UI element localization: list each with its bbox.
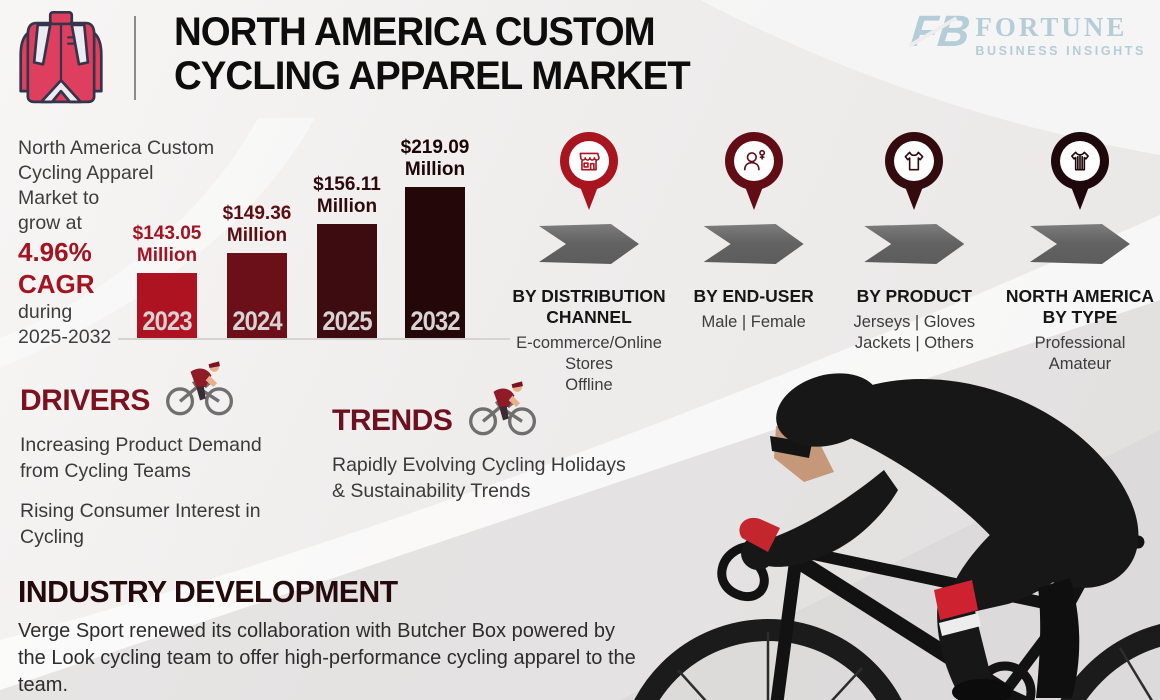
- arrow-right-icon: [703, 224, 804, 264]
- intro-text-line: Cycling Apparel: [18, 162, 154, 184]
- market-size-bar-chart: $143.05 Million 2023 $149.36 Million 2024 $156…: [115, 126, 515, 340]
- segment-items: E-commerce/Online Stores Offline: [500, 333, 678, 396]
- intro-text-line: during: [18, 301, 73, 323]
- bar-unit: Million: [404, 159, 466, 180]
- arrow-right-icon: [1029, 224, 1130, 264]
- segment-item: Amateur: [1048, 355, 1112, 373]
- bar-unit: Million: [316, 196, 378, 217]
- map-pin: [1050, 132, 1109, 214]
- trend-item: Rapidly Evolving Cycling Holidays & Sust…: [332, 454, 626, 502]
- bar-2024: 2024: [227, 253, 287, 338]
- segment-items: Professional Amateur: [1035, 333, 1126, 375]
- chart-baseline: [118, 338, 510, 340]
- intro-text-line: grow at: [18, 212, 82, 234]
- trends-section: TRENDS Rapidly Evolving Cycling Holidays…: [332, 381, 642, 504]
- cagr-highlight: CAGR: [18, 269, 95, 299]
- bar-year-label: 2023: [142, 306, 192, 336]
- bar-column-2023: $143.05 Million 2023: [133, 223, 201, 338]
- cyclist-icon: [166, 361, 234, 416]
- intro-text-line: Market to: [18, 187, 100, 209]
- segment-2: BY END-USER Male | Female: [679, 132, 829, 396]
- map-pin-tail: [579, 184, 599, 210]
- map-pin: [724, 132, 783, 214]
- trends-heading: TRENDS: [332, 404, 453, 437]
- brand-tagline: BUSINESS INSIGHTS: [975, 44, 1146, 58]
- bar-unit: Million: [136, 245, 198, 266]
- cycling-jersey-logo: [19, 10, 103, 104]
- bar-2023: 2023: [137, 273, 197, 338]
- segment-1: BY DISTRIBUTION CHANNEL E-commerce/Online…: [500, 132, 678, 396]
- fortune-business-insights-logo: FB FORTUNE BUSINESS INSIGHTS: [908, 7, 1146, 58]
- bar-value-label: $143.05 Million: [125, 223, 209, 267]
- industry-development-section: INDUSTRY DEVELOPMENT Verge Sport renewed…: [18, 574, 643, 699]
- segment-item: Jackets | Others: [854, 334, 974, 352]
- segmentation-row: BY DISTRIBUTION CHANNEL E-commerce/Online…: [500, 132, 1160, 396]
- intro-text-line: North America Custom: [18, 137, 215, 159]
- segment-item: Jerseys | Gloves: [853, 313, 976, 331]
- page-title-line2: CYCLING APPAREL MARKET: [174, 54, 691, 98]
- bike-wheels: [634, 619, 1160, 700]
- segment-4: NORTH AMERICA BY TYPE Professional Amateur: [1000, 132, 1160, 396]
- bar-column-2025: $156.11 Million 2025: [313, 174, 381, 338]
- bar-column-2032: $219.09 Million 2032: [401, 137, 469, 338]
- segment-item: Offline: [565, 376, 613, 394]
- segment-item: Professional: [1034, 334, 1126, 352]
- bar-2032: 2032: [405, 187, 465, 338]
- cycling-jersey-icon: [1059, 141, 1100, 181]
- bar-value: $156.11: [313, 174, 381, 195]
- map-pin-tail: [904, 184, 925, 210]
- driver-item: Rising Consumer Interest in Cycling: [20, 500, 261, 548]
- segment-title: BY END-USER: [693, 286, 814, 306]
- drivers-section: DRIVERS Increasing Product Demand from C…: [20, 361, 270, 550]
- brand-name: FORTUNE: [975, 12, 1128, 42]
- segment-item: Male | Female: [701, 313, 806, 331]
- bar-2025: 2025: [317, 224, 377, 338]
- intro-text-line: 2025-2032: [18, 326, 112, 348]
- bar-value: $149.36: [222, 203, 292, 224]
- drivers-heading: DRIVERS: [20, 384, 150, 417]
- map-pin-tail: [743, 184, 764, 210]
- cyclist-icon: [468, 381, 536, 436]
- page-title-line1: NORTH AMERICA CUSTOM: [174, 10, 656, 54]
- segment-items: Male | Female: [702, 312, 806, 333]
- map-pin: [560, 132, 618, 214]
- bar-value-label: $149.36 Million: [215, 203, 299, 247]
- fb-monogram-icon: FB: [908, 7, 972, 56]
- segment-3: BY PRODUCT Jerseys | Gloves Jackets | Othe…: [829, 132, 999, 396]
- bar-unit: Million: [226, 225, 288, 246]
- cyclist-photo: [634, 373, 1160, 700]
- map-pin-tail: [1069, 184, 1090, 210]
- header-divider: [134, 16, 136, 100]
- driver-item: Increasing Product Demand from Cycling T…: [20, 434, 262, 482]
- female-user-icon: [733, 141, 774, 181]
- bar-value: $143.05: [132, 223, 202, 244]
- segment-item: E-commerce/Online Stores: [516, 334, 662, 373]
- bar-year-label: 2025: [322, 306, 372, 336]
- industry-development-heading: INDUSTRY DEVELOPMENT: [18, 574, 398, 609]
- industry-development-text: Verge Sport renewed its collaboration wi…: [18, 620, 636, 696]
- wheel-spokes: [677, 632, 1153, 700]
- rider-silhouette: [739, 373, 1139, 700]
- map-pin: [885, 132, 944, 214]
- arrow-right-icon: [864, 224, 965, 264]
- bar-year-label: 2024: [232, 306, 282, 336]
- bar-value: $219.09: [400, 137, 470, 158]
- bar-year-label: 2032: [410, 306, 460, 336]
- tshirt-icon: [894, 141, 935, 181]
- arrow-right-icon: [539, 224, 639, 264]
- bar-column-2024: $149.36 Million 2024: [223, 203, 291, 338]
- bar-value-label: $219.09 Million: [393, 137, 477, 181]
- storefront-icon: [569, 141, 609, 181]
- segment-title: NORTH AMERICA BY TYPE: [1005, 286, 1155, 327]
- bar-value-label: $156.11 Million: [305, 174, 389, 218]
- segment-items: Jerseys | Gloves Jackets | Others: [853, 312, 975, 354]
- segment-title: BY DISTRIBUTION CHANNEL: [512, 286, 666, 327]
- cagr-highlight: 4.96%: [18, 237, 92, 267]
- market-growth-summary: North America Custom Cycling Apparel Marke…: [18, 136, 233, 350]
- segment-title: BY PRODUCT: [856, 286, 972, 306]
- page-title: NORTH AMERICA CUSTOM CYCLING APPAREL MAR…: [174, 10, 691, 98]
